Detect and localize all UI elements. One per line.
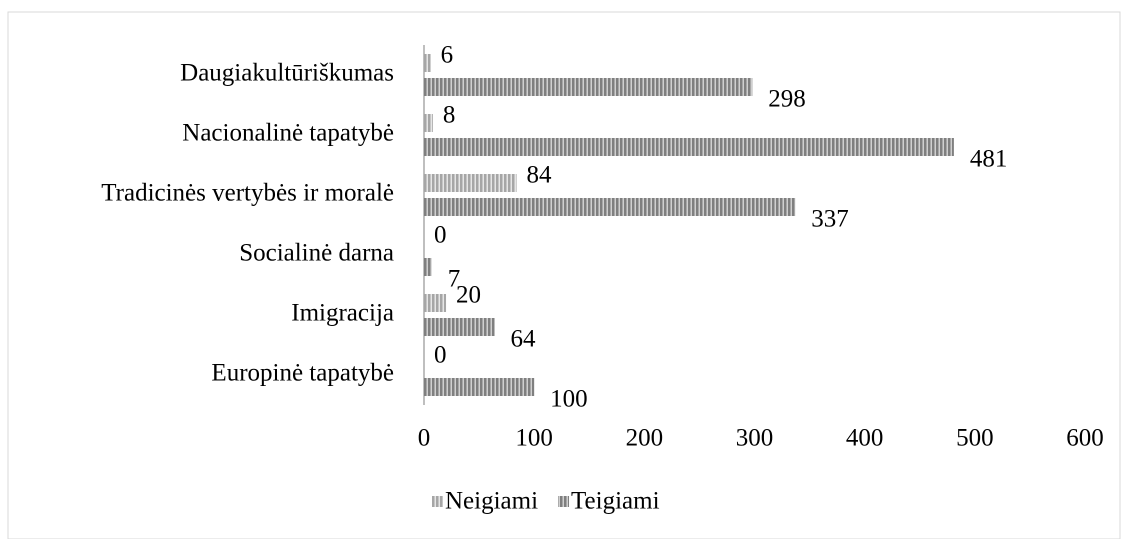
data-label: 0: [434, 222, 447, 249]
data-label: 7: [448, 266, 461, 293]
y-tick-label: Nacionalinė tapatybė: [182, 120, 394, 147]
chart-frame: [7, 11, 1121, 539]
data-label: 6: [441, 42, 454, 69]
bar: [424, 54, 431, 72]
x-tick-label: 600: [1066, 425, 1104, 452]
x-tick-label: 300: [736, 425, 774, 452]
legend-swatch: [432, 496, 443, 507]
data-label: 64: [511, 326, 537, 353]
x-tick-label: 0: [418, 425, 431, 452]
data-label: 337: [811, 206, 849, 233]
bar: [424, 318, 495, 336]
y-tick-label: Daugiakultūriškumas: [180, 60, 394, 87]
y-tick-label: Socialinė darna: [239, 240, 394, 267]
x-tick-label: 400: [846, 425, 884, 452]
bar: [424, 198, 796, 216]
bar: [424, 378, 535, 396]
data-label: 8: [443, 102, 456, 129]
y-tick-label: Europinė tapatybė: [211, 360, 394, 387]
data-label: 20: [456, 282, 481, 309]
bar: [424, 294, 447, 312]
data-label: 0: [434, 342, 447, 369]
bar: [424, 78, 753, 96]
bar: [424, 174, 517, 192]
x-tick-label: 200: [626, 425, 664, 452]
data-label: 298: [768, 86, 806, 113]
y-tick-label: Tradicinės vertybės ir moralė: [101, 180, 394, 207]
legend-label: Neigiami: [445, 488, 538, 515]
x-tick-label: 500: [956, 425, 994, 452]
data-label: 481: [970, 146, 1008, 173]
bar: [424, 114, 433, 132]
bar: [424, 258, 432, 276]
legend-swatch: [558, 496, 570, 507]
legend-label: Teigiami: [571, 488, 660, 515]
y-tick-label: Imigracija: [291, 300, 394, 327]
data-label: 84: [527, 162, 553, 189]
data-label: 100: [550, 386, 588, 413]
bar: [424, 138, 954, 156]
x-tick-label: 100: [515, 425, 553, 452]
